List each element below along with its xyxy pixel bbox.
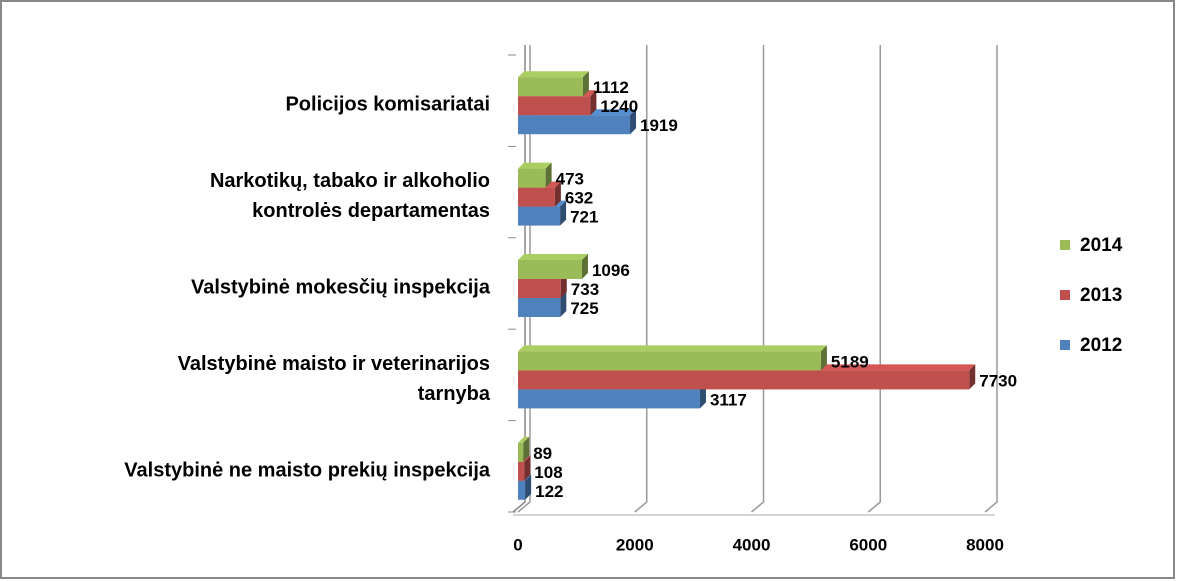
y-tick-label: Valstybinė ne maisto prekių inspekcija [124, 460, 491, 482]
bar-top [518, 254, 588, 260]
legend-label: 2014 [1080, 235, 1123, 256]
bar [518, 389, 700, 409]
y-tick-label: Policijos komisariatai [285, 94, 490, 116]
value-label: 473 [556, 170, 584, 189]
legend-swatch [1060, 290, 1070, 300]
value-label: 1919 [640, 116, 678, 135]
bar-side [560, 273, 567, 298]
bar-side [582, 71, 589, 97]
x-tick-label: 6000 [849, 535, 887, 554]
bar-side [969, 364, 976, 390]
value-label: 108 [534, 463, 562, 482]
value-label: 725 [570, 299, 598, 318]
value-label: 3117 [710, 390, 747, 409]
x-tick-label: 0 [513, 535, 522, 554]
bar [518, 96, 591, 116]
bar [518, 370, 970, 390]
grid-line [634, 45, 648, 513]
x-tick-label: 4000 [733, 535, 771, 554]
bar-side [545, 162, 552, 188]
bar-side [820, 345, 827, 371]
bar-side [560, 292, 567, 317]
value-label: 721 [570, 208, 598, 227]
grid-line [984, 45, 998, 513]
value-label: 5189 [831, 352, 869, 371]
bar [518, 442, 524, 462]
x-tick-label: 8000 [966, 535, 1004, 554]
value-label: 632 [565, 189, 593, 208]
y-tick-label: Valstybinė maisto ir veterinarijos tarnyb… [178, 353, 491, 405]
legend-swatch [1060, 240, 1070, 250]
bar-top [518, 162, 552, 169]
bar-side [525, 474, 532, 500]
bar [518, 168, 546, 188]
y-tick-label: Valstybinė mokesčių inspekcija [191, 277, 491, 299]
bar-side [630, 109, 637, 135]
value-label: 733 [571, 280, 599, 299]
value-label: 1096 [592, 261, 630, 280]
value-label: 1112 [593, 78, 629, 97]
bar [518, 480, 526, 500]
bar-side [523, 436, 530, 462]
value-label: 7730 [979, 371, 1017, 390]
value-label: 89 [533, 444, 552, 463]
bar [518, 298, 561, 317]
legend-swatch [1060, 340, 1070, 350]
bar-top [518, 436, 530, 443]
bar-side [590, 90, 597, 116]
bar [518, 461, 525, 481]
bar [518, 351, 821, 371]
value-label: 122 [535, 482, 563, 501]
bar-side [554, 181, 561, 207]
bar-top [518, 71, 589, 78]
value-label: 1240 [600, 97, 638, 116]
bar-side [524, 455, 531, 481]
bar-side [699, 383, 706, 409]
grid-line [867, 45, 881, 513]
legend-label: 2012 [1080, 335, 1122, 356]
bar [518, 77, 583, 97]
bar [518, 260, 582, 279]
bar-side [581, 254, 588, 279]
bar [518, 206, 561, 226]
bar [518, 279, 561, 298]
grid-line [751, 45, 765, 513]
x-tick-label: 2000 [616, 535, 654, 554]
bar [518, 115, 631, 135]
bar-side [560, 200, 567, 226]
bar-top [518, 345, 827, 352]
y-tick-label: Narkotikų, tabako ir alkoholio kontrolės … [210, 170, 490, 222]
bar [518, 187, 555, 207]
legend-label: 2013 [1080, 285, 1122, 306]
